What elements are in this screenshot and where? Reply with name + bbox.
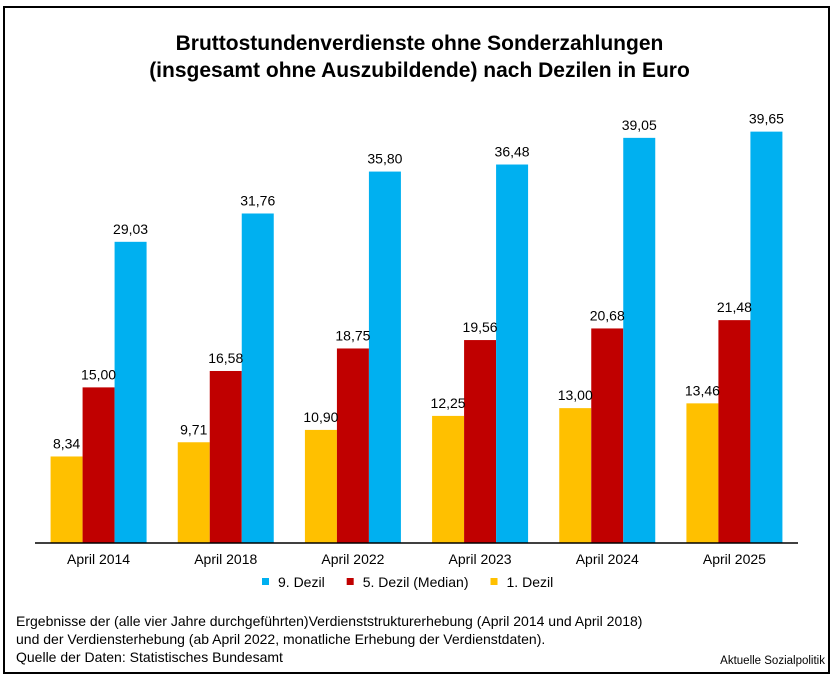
bar	[368, 171, 401, 543]
data-label: 9,71	[180, 421, 207, 437]
data-label: 31,76	[240, 192, 275, 208]
data-label: 13,46	[685, 382, 720, 398]
chart-title-line-2: (insgesamt ohne Auszubildende) nach Dezi…	[149, 59, 690, 82]
data-label: 13,00	[558, 387, 593, 403]
chart-title: Bruttostundenverdienste ohne Sonderzahlu…	[0, 30, 839, 84]
value-labels-layer: 8,34 15,00 29,03 9,71 16,58 31,76 10,90 18,75 35…	[53, 111, 784, 452]
chart-title-line-1: Bruttostundenverdienste ohne Sonderzahlu…	[175, 32, 664, 55]
legend: 9. Dezil 5. Dezil (Median) 1. Dezil	[262, 574, 553, 590]
bar	[559, 408, 592, 543]
data-label: 20,68	[590, 307, 625, 323]
x-tick-label: April 2014	[67, 551, 130, 567]
data-label: 19,56	[463, 319, 498, 335]
legend-label: 1. Dezil	[507, 574, 554, 590]
data-label: 36,48	[495, 144, 530, 160]
data-label: 21,48	[717, 299, 752, 315]
bar	[177, 442, 210, 543]
x-tick-labels: April 2014 April 2018 April 2022 April 2023…	[67, 551, 766, 567]
data-label: 39,05	[622, 117, 657, 133]
legend-label: 9. Dezil	[278, 574, 325, 590]
data-label: 10,90	[303, 409, 338, 425]
data-label: 12,25	[431, 395, 466, 411]
x-tick-label: April 2024	[576, 551, 639, 567]
legend-marker	[346, 578, 354, 585]
legend-marker	[490, 578, 498, 585]
data-label: 39,65	[749, 111, 784, 127]
bar	[686, 403, 719, 543]
bar	[114, 241, 147, 543]
data-label: 15,00	[81, 366, 116, 382]
bar	[304, 429, 337, 543]
x-tick-label: April 2018	[194, 551, 257, 567]
x-tick-label: April 2025	[703, 551, 766, 567]
bar	[432, 415, 465, 543]
x-tick-label: April 2022	[321, 551, 384, 567]
footer-source: Quelle der Daten: Statistisches Bundesam…	[16, 649, 283, 665]
bar	[623, 137, 656, 543]
data-label: 35,80	[367, 151, 402, 167]
bar	[82, 387, 115, 543]
footer-notes: Ergebnisse der (alle vier Jahre durchgef…	[16, 612, 642, 666]
data-label: 16,58	[208, 350, 243, 366]
x-tick-label: April 2023	[449, 551, 512, 567]
credit-text: Aktuelle Sozialpolitik	[720, 655, 825, 667]
data-label: 29,03	[113, 221, 148, 237]
bars-layer	[50, 131, 783, 544]
bar	[591, 328, 624, 543]
bar	[209, 370, 242, 543]
bar	[718, 320, 751, 543]
legend-marker	[262, 578, 269, 585]
bar	[464, 340, 497, 543]
bar	[241, 213, 274, 544]
legend-label: 5. Dezil (Median)	[363, 574, 469, 590]
bar	[50, 456, 83, 543]
footer-line-1: Ergebnisse der (alle vier Jahre durchgef…	[16, 613, 643, 629]
data-label: 18,75	[335, 327, 370, 343]
bar	[336, 348, 369, 543]
footer-line-2: und der Verdiensterhebung (ab April 2022…	[16, 631, 546, 647]
bar	[496, 164, 529, 543]
data-label: 8,34	[53, 435, 80, 451]
bar	[750, 131, 783, 543]
